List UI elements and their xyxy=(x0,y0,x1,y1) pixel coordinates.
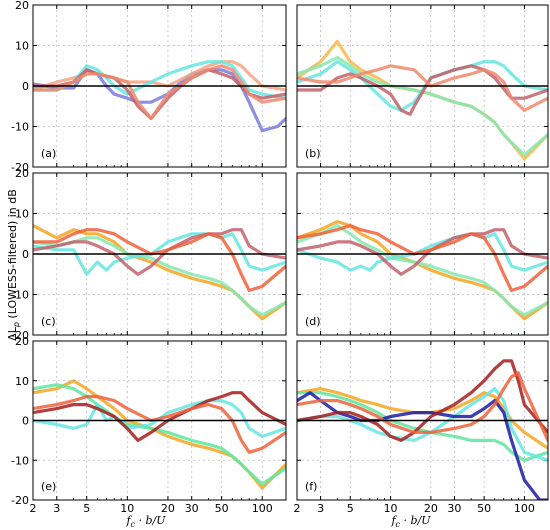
panel-frame xyxy=(32,4,287,168)
series-line-turquoise xyxy=(33,60,286,100)
y-tick-label: -20 xyxy=(11,329,29,342)
series-line-darkred xyxy=(33,391,286,442)
y-tick-label: -20 xyxy=(11,161,29,174)
y-tick-label: 20 xyxy=(15,167,29,180)
series-line-tomato xyxy=(297,224,548,292)
panel-label: (d) xyxy=(305,315,321,328)
panel-a: -20 -10 0 10 20 (a) xyxy=(11,0,287,174)
y-tick-label: 0 xyxy=(22,80,29,93)
x-tick-label: 30 xyxy=(447,502,461,515)
y-tick-label: -10 xyxy=(11,121,29,134)
x-tick-label: 3 xyxy=(317,502,324,515)
y-tick-label: 10 xyxy=(15,40,29,53)
x-tick-label: 3 xyxy=(53,502,60,515)
x-axis-label-main: f xyxy=(125,514,132,527)
y-tick-label: -10 xyxy=(11,454,29,467)
x-tick-label: 2 xyxy=(294,502,301,515)
panel-frame xyxy=(296,172,549,336)
y-tick-label: -20 xyxy=(11,494,29,507)
y-tick-label: 20 xyxy=(15,0,29,12)
panel-label: (c) xyxy=(41,315,56,328)
series-line-lightgreen xyxy=(33,383,286,486)
y-tick-label: 0 xyxy=(22,415,29,428)
series-line-tomato xyxy=(33,395,286,454)
panel-label: (b) xyxy=(305,147,321,160)
panel-label: (a) xyxy=(41,147,56,160)
x-axis-label-main: f xyxy=(390,514,397,527)
panel-e: 2 3 5 10 20 30 50 100 -20 -10 0 10 20 (e) xyxy=(11,335,287,515)
y-axis-label-main: ΔL xyxy=(6,326,19,341)
series-group xyxy=(33,60,286,133)
x-tick-label: 2 xyxy=(30,502,37,515)
series-line-rosybrown xyxy=(297,228,548,276)
x-tick-label: 5 xyxy=(347,502,354,515)
x-tick-label: 10 xyxy=(120,502,134,515)
panel-f: 2 3 5 10 20 30 50 100 (f) xyxy=(294,340,549,515)
panel-frame xyxy=(296,4,549,168)
x-tick-label: 5 xyxy=(83,502,90,515)
y-axis-label-rest: (LOWESS-filtered) in dB xyxy=(6,189,19,322)
series-line-rosybrown xyxy=(33,228,286,276)
series-line-mint xyxy=(297,55,548,157)
series-line-turquoise xyxy=(297,232,548,272)
series-line-navy xyxy=(297,391,548,500)
x-tick-label: 100 xyxy=(514,502,535,515)
x-axis-label-sub: c xyxy=(131,520,136,529)
series-line-rosybrown xyxy=(297,64,548,116)
panel-label: (f) xyxy=(305,480,317,493)
panel-label: (e) xyxy=(41,480,56,493)
series-group xyxy=(297,220,548,321)
panel-d: (d) xyxy=(296,172,549,336)
x-tick-label: 30 xyxy=(185,502,199,515)
x-axis-label-sub: c xyxy=(396,520,401,529)
series-line-tomato xyxy=(297,371,548,442)
y-axis-label: ΔLp (LOWESS-filtered) in dB xyxy=(6,189,21,341)
x-axis-label-right: fc · b/U xyxy=(390,514,431,529)
series-group xyxy=(33,224,286,321)
panel-frame xyxy=(32,340,287,501)
x-tick-label: 100 xyxy=(252,502,273,515)
y-tick-label: -10 xyxy=(11,289,29,302)
y-tick-label: 0 xyxy=(22,248,29,261)
series-line-darkred xyxy=(297,359,548,442)
y-tick-label: 10 xyxy=(15,375,29,388)
y-tick-label: 10 xyxy=(15,208,29,221)
series-group xyxy=(297,359,548,500)
y-axis-label-sub: p xyxy=(12,322,21,328)
x-axis-label-rest: · b/U xyxy=(135,514,166,527)
series-line-mint xyxy=(297,224,548,317)
panel-c: -20 -10 0 10 20 (c) xyxy=(11,167,287,342)
x-tick-label: 20 xyxy=(161,502,175,515)
series-line-tomato xyxy=(33,228,286,292)
series-group xyxy=(297,39,548,161)
x-axis-label-left: fc · b/U xyxy=(125,514,166,529)
x-axis-label-rest: · b/U xyxy=(400,514,431,527)
x-tick-label: 50 xyxy=(477,502,491,515)
series-line-coral xyxy=(33,64,286,121)
panel-b: (b) xyxy=(296,4,549,168)
series-group xyxy=(33,379,286,490)
y-tick-label: 20 xyxy=(15,335,29,348)
series-line-turquoise xyxy=(33,232,286,276)
panel-frame xyxy=(296,340,549,501)
x-tick-label: 10 xyxy=(384,502,398,515)
series-line-mint xyxy=(33,236,286,317)
x-tick-label: 50 xyxy=(215,502,229,515)
panel-frame xyxy=(32,172,287,336)
x-tick-label: 20 xyxy=(424,502,438,515)
